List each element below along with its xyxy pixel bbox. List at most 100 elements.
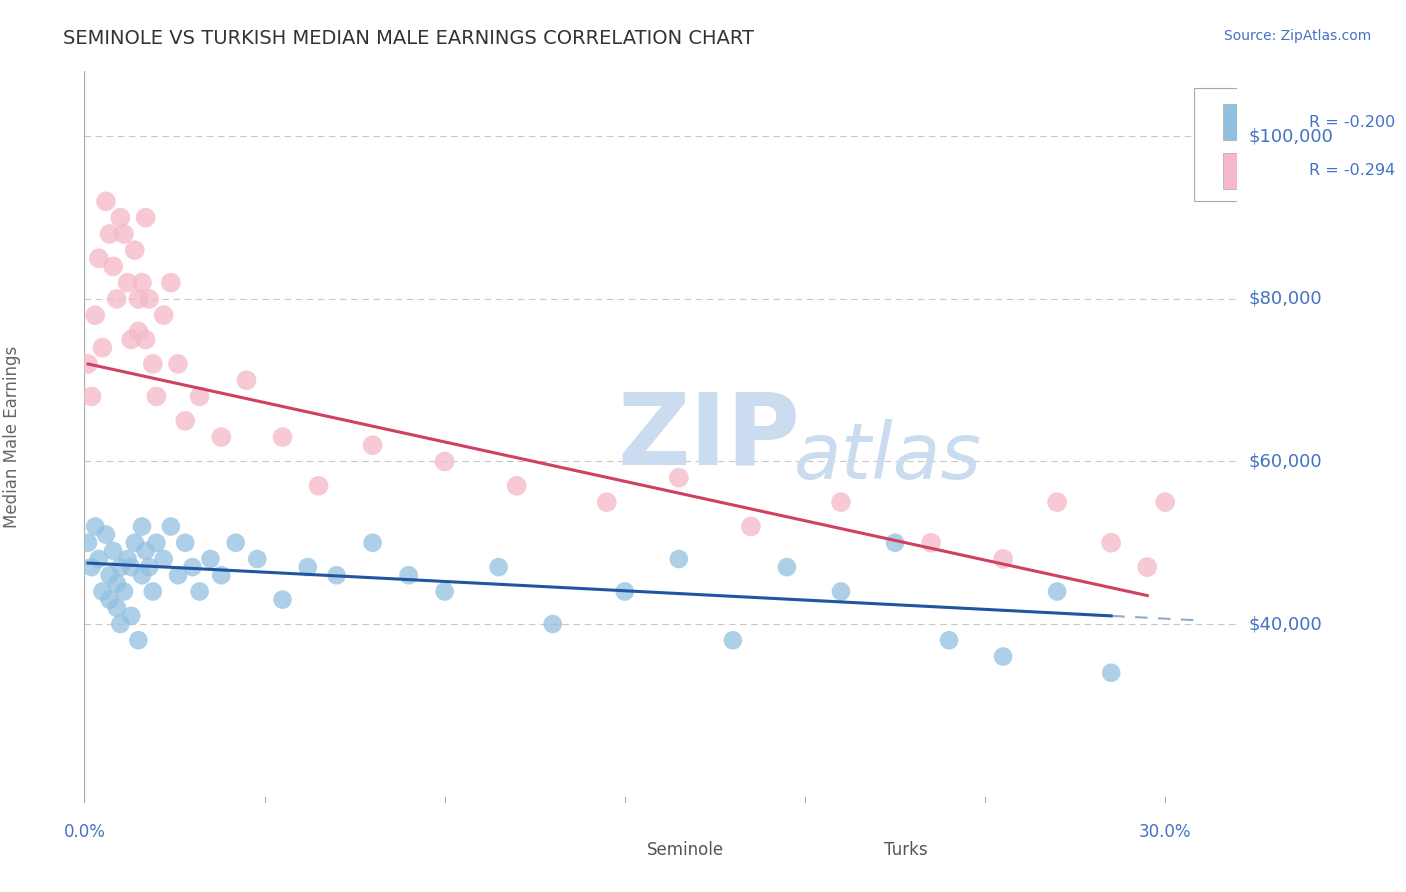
Point [117,552,139,566]
Point [541,617,564,632]
Point [776,560,799,574]
Point [77,535,100,549]
Point [120,560,142,574]
Point [91,341,114,355]
Point [135,211,157,225]
Point [668,471,690,485]
Point [830,584,852,599]
Point [209,430,232,444]
Bar [1223,153,1281,189]
Point [84,519,107,533]
Point [188,584,211,599]
Point [1154,495,1177,509]
Point [225,535,247,549]
Point [181,560,204,574]
Point [721,633,744,648]
Point [160,519,183,533]
Bar [806,835,863,863]
Point [120,333,142,347]
Point [271,430,294,444]
Point [98,592,121,607]
Point [80,389,103,403]
Bar [1223,103,1281,140]
Point [87,552,110,566]
Text: R = -0.200   N = 53: R = -0.200 N = 53 [1309,115,1406,129]
Text: ZIP: ZIP [617,389,800,485]
Text: Turks: Turks [884,840,928,858]
Point [167,568,190,582]
Point [506,479,529,493]
Point [131,519,153,533]
Text: SEMINOLE VS TURKISH MEDIAN MALE EARNINGS CORRELATION CHART: SEMINOLE VS TURKISH MEDIAN MALE EARNINGS… [63,29,754,47]
Point [613,584,636,599]
Point [127,633,149,648]
Point [131,568,153,582]
Text: 0.0%: 0.0% [63,823,105,841]
FancyBboxPatch shape [1194,87,1406,202]
Point [105,600,128,615]
Point [325,568,347,582]
Point [124,243,146,257]
Text: 30.0%: 30.0% [1139,823,1191,841]
Point [135,544,157,558]
Point [1136,560,1159,574]
Point [98,568,121,582]
Point [1099,535,1122,549]
Point [105,576,128,591]
Point [145,389,167,403]
Point [124,535,146,549]
Point [135,333,157,347]
Point [1046,584,1069,599]
Point [991,552,1014,566]
Point [103,260,124,274]
Text: $60,000: $60,000 [1249,452,1322,470]
Point [433,584,456,599]
Point [138,292,160,306]
Point [110,617,132,632]
Point [77,357,100,371]
Point [174,414,197,428]
Point [120,608,142,623]
Point [209,568,232,582]
Text: $80,000: $80,000 [1249,290,1322,308]
Point [596,495,619,509]
Text: Median Male Earnings: Median Male Earnings [3,346,21,528]
Point [991,649,1014,664]
Point [200,552,222,566]
Text: Seminole: Seminole [647,840,724,858]
Point [1046,495,1069,509]
Point [938,633,960,648]
Point [152,552,174,566]
Point [361,535,384,549]
Point [105,292,128,306]
Point [167,357,190,371]
Point [884,535,907,549]
Point [94,194,117,209]
Point [80,560,103,574]
Point [127,325,149,339]
Point [110,560,132,574]
Point [740,519,762,533]
Point [145,535,167,549]
Point [103,544,124,558]
Text: Source: ZipAtlas.com: Source: ZipAtlas.com [1223,29,1371,43]
Point [1099,665,1122,680]
Text: R = -0.294   N = 44: R = -0.294 N = 44 [1309,163,1406,178]
Point [920,535,942,549]
Point [91,584,114,599]
Point [98,227,121,241]
Point [668,552,690,566]
Text: atlas: atlas [794,419,981,495]
Point [152,308,174,322]
Point [488,560,510,574]
Point [830,495,852,509]
Point [112,584,135,599]
Point [188,389,211,403]
Point [142,357,165,371]
Point [131,276,153,290]
Point [84,308,107,322]
Point [433,454,456,468]
Text: $100,000: $100,000 [1249,128,1333,145]
Point [297,560,319,574]
Point [160,276,183,290]
